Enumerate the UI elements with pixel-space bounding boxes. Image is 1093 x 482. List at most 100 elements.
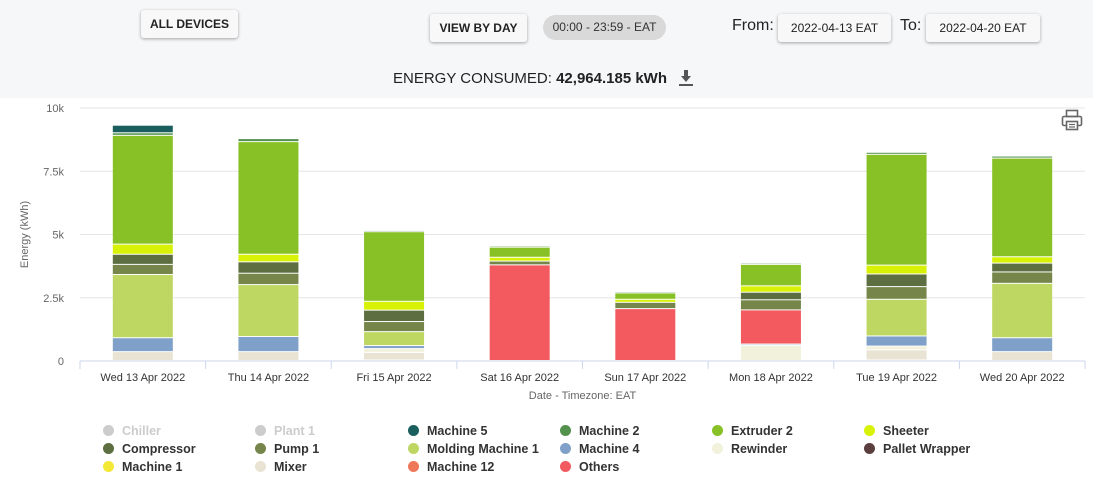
bar-segment-sheeter (740, 286, 801, 292)
x-tick-label: Thu 14 Apr 2022 (228, 372, 309, 384)
bar-segment-sheeter (489, 257, 550, 261)
y-axis-title: Energy (kWh) (19, 201, 31, 268)
bar-segment-molding-machine-1 (992, 283, 1053, 338)
bar-segment-mixer (238, 352, 299, 360)
bar-segment-mixer (992, 352, 1053, 360)
bar-segment-extruder-2 (992, 158, 1053, 257)
bar-segment-pump-1 (740, 300, 801, 310)
legend-item-machine-2[interactable]: Machine 2 (560, 424, 639, 438)
bar-segment-compressor (112, 254, 173, 264)
legend-item-plant-1[interactable]: Plant 1 (255, 424, 315, 438)
bar-segment-pump-1 (489, 261, 550, 265)
legend-label: Machine 12 (427, 460, 495, 474)
bar-segment-machine-4 (364, 346, 425, 349)
bar-segment-rewinder (866, 346, 927, 350)
legend-item-machine-5[interactable]: Machine 5 (408, 424, 487, 438)
legend-marker (712, 443, 723, 454)
bar-segment-others (489, 265, 550, 360)
bar-segment-mixer (112, 352, 173, 360)
bar-segment-pump-1 (615, 302, 676, 309)
y-tick-label: 5k (52, 230, 64, 242)
bar-segment-machine-4 (112, 338, 173, 352)
y-tick-label: 2.5k (43, 293, 64, 305)
bar-segment-molding-machine-1 (866, 299, 927, 336)
bar-segment-pump-1 (112, 264, 173, 274)
to-label: To: (900, 17, 922, 34)
legend-marker (560, 443, 571, 454)
bar-segment-extruder-2 (364, 232, 425, 301)
to-date-picker[interactable]: 2022-04-20 EAT (926, 14, 1040, 42)
bar-segment-extruder-2 (615, 293, 676, 299)
legend-marker (864, 443, 875, 454)
time-range-chip[interactable]: 00:00 - 23:59 - EAT (543, 15, 666, 40)
print-icon[interactable] (1061, 109, 1083, 131)
download-icon[interactable] (678, 69, 694, 87)
legend-label: Machine 5 (427, 424, 488, 438)
bar-segment-molding-machine-1 (238, 285, 299, 336)
bar-segment-compressor (992, 263, 1053, 272)
x-tick-label: Sat 16 Apr 2022 (480, 372, 559, 384)
legend-label: Molding Machine 1 (427, 442, 539, 456)
legend-label: Others (579, 460, 620, 474)
bar-segment-machine-5 (112, 125, 173, 133)
legend-item-extruder-2[interactable]: Extruder 2 (712, 424, 793, 438)
legend-marker (255, 461, 266, 472)
legend-marker (560, 461, 571, 472)
legend-label: Machine 4 (579, 442, 640, 456)
bar-segment-sheeter (364, 301, 425, 310)
legend-item-sheeter[interactable]: Sheeter (864, 424, 929, 438)
bar-segment-machine-4 (238, 336, 299, 352)
legend-marker (255, 425, 266, 436)
x-tick-label: Mon 18 Apr 2022 (729, 372, 813, 384)
legend-marker (712, 425, 723, 436)
bar-segment-compressor (364, 310, 425, 322)
legend-item-chiller[interactable]: Chiller (103, 424, 161, 438)
legend-item-mixer[interactable]: Mixer (255, 460, 307, 474)
bar-segment-machine-2 (112, 133, 173, 135)
bar-segment-machine-2 (866, 152, 927, 154)
bar-segment-sheeter (112, 244, 173, 254)
all-devices-button[interactable]: ALL DEVICES (141, 10, 238, 38)
x-tick-label: Wed 13 Apr 2022 (100, 372, 185, 384)
bar-segment-pump-1 (238, 273, 299, 285)
bar-segment-compressor (866, 274, 927, 287)
from-label: From: (732, 17, 774, 34)
legend-marker (560, 425, 571, 436)
from-date-picker[interactable]: 2022-04-13 EAT (778, 14, 891, 42)
bar-segment-machine-2 (992, 156, 1053, 158)
bar-segment-mixer (866, 350, 927, 360)
legend-item-others[interactable]: Others (560, 460, 619, 474)
energy-consumed-value: 42,964.185 kWh (556, 70, 667, 87)
legend-item-machine-1[interactable]: Machine 1 (103, 460, 182, 474)
legend-label: Machine 1 (122, 460, 183, 474)
energy-consumed-summary: ENERGY CONSUMED: 42,964.185 kWh (393, 70, 667, 87)
y-tick-label: 7.5k (43, 166, 64, 178)
legend-label: Rewinder (731, 442, 788, 456)
y-tick-label: 0 (58, 356, 64, 368)
legend-label: Chiller (122, 424, 161, 438)
legend-item-pump-1[interactable]: Pump 1 (255, 442, 319, 456)
legend-label: Extruder 2 (731, 424, 793, 438)
bar-segment-sheeter (866, 265, 927, 274)
energy-consumed-label: ENERGY CONSUMED: (393, 70, 552, 87)
bar-segment-molding-machine-1 (112, 274, 173, 338)
bar-segment-extruder-2 (740, 264, 801, 286)
legend-label: Pump 1 (274, 442, 320, 456)
x-tick-label: Sun 17 Apr 2022 (604, 372, 686, 384)
bar-segment-rewinder (364, 349, 425, 352)
bar-segment-compressor (238, 262, 299, 273)
legend-item-compressor[interactable]: Compressor (103, 442, 196, 456)
x-axis-title: Date - Timezone: EAT (529, 390, 637, 402)
legend-item-machine-4[interactable]: Machine 4 (560, 442, 639, 456)
bar-segment-machine-4 (992, 338, 1053, 352)
view-by-day-button[interactable]: VIEW BY DAY (430, 14, 527, 42)
legend-item-molding-machine-1[interactable]: Molding Machine 1 (408, 442, 539, 456)
legend-item-machine-12[interactable]: Machine 12 (408, 460, 494, 474)
bar-segment-mixer (364, 352, 425, 360)
legend-label: Plant 1 (274, 424, 315, 438)
legend-marker (408, 461, 419, 472)
legend-item-rewinder[interactable]: Rewinder (712, 442, 787, 456)
legend-item-pallet-wrapper[interactable]: Pallet Wrapper (864, 442, 970, 456)
x-tick-label: Fri 15 Apr 2022 (356, 372, 431, 384)
legend-marker (864, 425, 875, 436)
